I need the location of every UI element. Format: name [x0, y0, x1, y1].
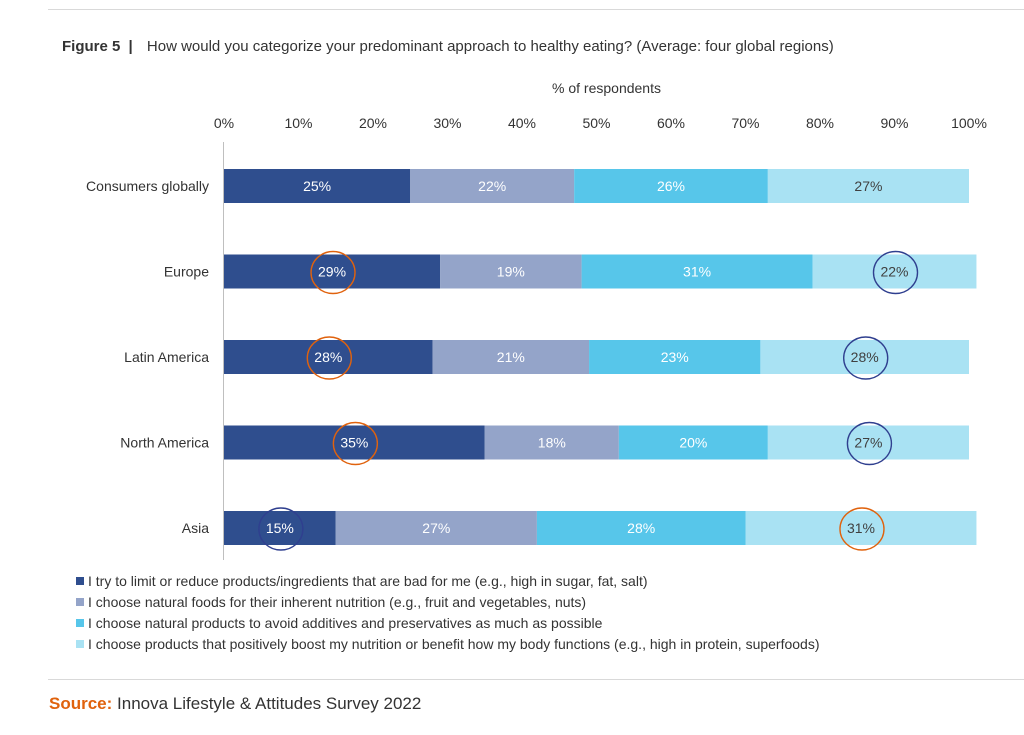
highlight-circle [332, 421, 379, 466]
legend-item: I choose natural products to avoid addit… [76, 613, 820, 634]
data-label: 23% [661, 349, 689, 365]
bar-segment [536, 511, 746, 545]
data-label: 35% [340, 435, 368, 451]
bar-segment [224, 169, 411, 203]
bar-segment [618, 425, 768, 460]
highlight-circle [846, 421, 893, 466]
legend-label: I choose natural foods for their inheren… [88, 594, 587, 610]
legend-item: I try to limit or reduce products/ingred… [76, 571, 820, 592]
bar-segment [484, 425, 619, 460]
x-tick-label: 40% [508, 115, 536, 131]
category-label: North America [120, 435, 209, 451]
legend-item: I choose products that positively boost … [76, 634, 820, 655]
highlight-circle [839, 507, 885, 551]
data-label: 27% [854, 178, 882, 194]
data-label: 18% [538, 435, 566, 451]
legend-label: I choose products that positively boost … [88, 636, 820, 652]
data-label: 28% [627, 520, 655, 536]
x-tick-label: 90% [880, 115, 908, 131]
bar-segment [224, 511, 336, 545]
figure-label: Figure 5 [62, 38, 121, 55]
figure-title-text: How would you categorize your predominan… [146, 38, 834, 55]
data-label: 20% [679, 435, 707, 451]
x-tick-label: 30% [433, 115, 461, 131]
x-tick-label: 100% [951, 115, 987, 131]
data-label: 22% [880, 264, 908, 280]
bar-segment [224, 425, 485, 460]
source-text: Innova Lifestyle & Attitudes Survey 2022 [117, 694, 422, 713]
highlight-circle [872, 250, 919, 295]
x-tick-label: 20% [359, 115, 387, 131]
figure-title: Figure 5 | How would you categorize your… [62, 38, 834, 55]
bar-segment [760, 340, 969, 374]
legend-label: I choose natural products to avoid addit… [88, 615, 603, 631]
data-label: 31% [847, 520, 875, 536]
bar-segment [767, 425, 969, 460]
bar-segment [410, 169, 575, 203]
source-label: Source: [49, 694, 113, 713]
bar-segment [589, 340, 761, 374]
data-label: 27% [854, 435, 882, 451]
data-label: 15% [266, 520, 294, 536]
x-tick-label: 60% [657, 115, 685, 131]
highlight-circle [843, 336, 889, 380]
bar-segment [574, 169, 768, 203]
data-label: 21% [497, 349, 525, 365]
legend-item: I choose natural foods for their inheren… [76, 592, 820, 613]
legend-swatch [76, 619, 84, 627]
x-tick-label: 80% [806, 115, 834, 131]
x-axis-title: % of respondents [552, 80, 661, 96]
bar-segment [745, 511, 977, 545]
highlight-circle [310, 250, 356, 295]
legend-swatch [76, 640, 84, 648]
top-divider [48, 9, 1024, 10]
x-tick-label: 50% [582, 115, 610, 131]
data-label: 22% [478, 178, 506, 194]
figure-separator: | [128, 38, 133, 55]
highlight-circle [306, 336, 352, 380]
data-label: 31% [683, 264, 711, 280]
category-label: Latin America [124, 349, 209, 365]
legend-swatch [76, 577, 84, 585]
data-label: 29% [318, 264, 346, 280]
bar-segment [767, 169, 969, 203]
legend-label: I try to limit or reduce products/ingred… [88, 573, 648, 589]
category-label: Asia [182, 520, 209, 536]
data-label: 19% [497, 264, 525, 280]
data-label: 27% [422, 520, 450, 536]
data-label: 25% [303, 178, 331, 194]
data-label: 28% [314, 349, 342, 365]
bar-segment [581, 254, 813, 289]
x-tick-label: 70% [731, 115, 759, 131]
legend-swatch [76, 598, 84, 606]
highlight-circle [258, 507, 304, 551]
x-tick-label: 10% [284, 115, 312, 131]
category-label: Consumers globally [86, 178, 209, 194]
bar-segment [432, 340, 590, 374]
data-label: 26% [657, 178, 685, 194]
bar-segment [440, 254, 582, 289]
category-label: Europe [164, 264, 209, 280]
bar-segment [812, 254, 977, 289]
data-label: 28% [851, 349, 879, 365]
bar-segment [224, 340, 433, 374]
stacked-bar-chart: % of respondents 0% 10% 20% 30% 40% 50% 60% 70% 8… [86, 80, 987, 560]
x-tick-label: 0% [214, 115, 234, 131]
source-note: Source: Innova Lifestyle & Attitudes Sur… [49, 694, 421, 714]
chart-legend: I try to limit or reduce products/ingred… [76, 571, 820, 655]
bottom-divider [48, 679, 1024, 680]
bar-segment [224, 254, 441, 289]
bar-segment [335, 511, 537, 545]
